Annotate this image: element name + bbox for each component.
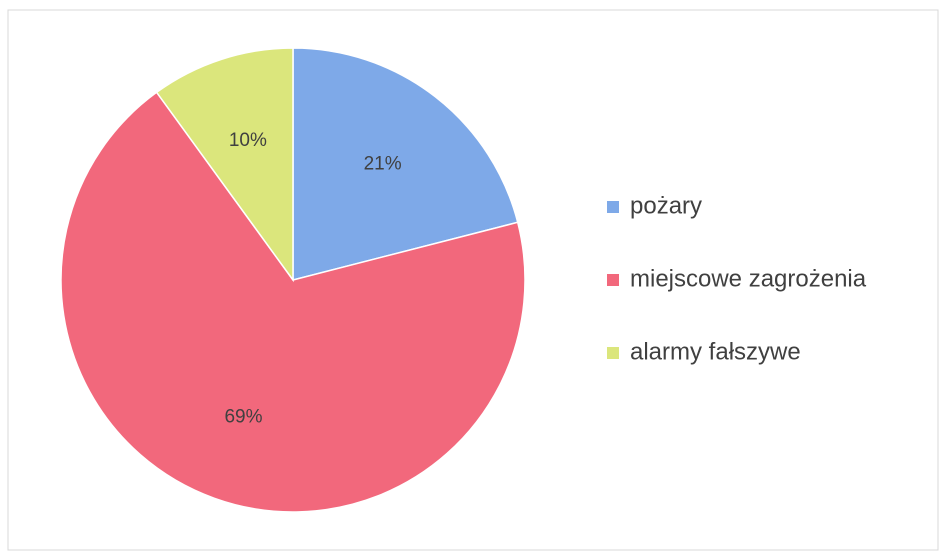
pie-slice [155,47,294,283]
legend-label: alarmy fałszywe [630,338,801,365]
data-label: 69% [224,407,262,428]
pie-slice [60,91,526,513]
legend-label: pożary [630,192,702,219]
data-label: 21% [364,154,402,175]
data-label: 10% [229,130,267,151]
legend-swatch [607,274,619,286]
legend-swatch [607,201,619,213]
legend-swatch [607,347,619,359]
pie-slice [292,47,519,281]
legend-label: miejscowe zagrożenia [630,265,867,292]
